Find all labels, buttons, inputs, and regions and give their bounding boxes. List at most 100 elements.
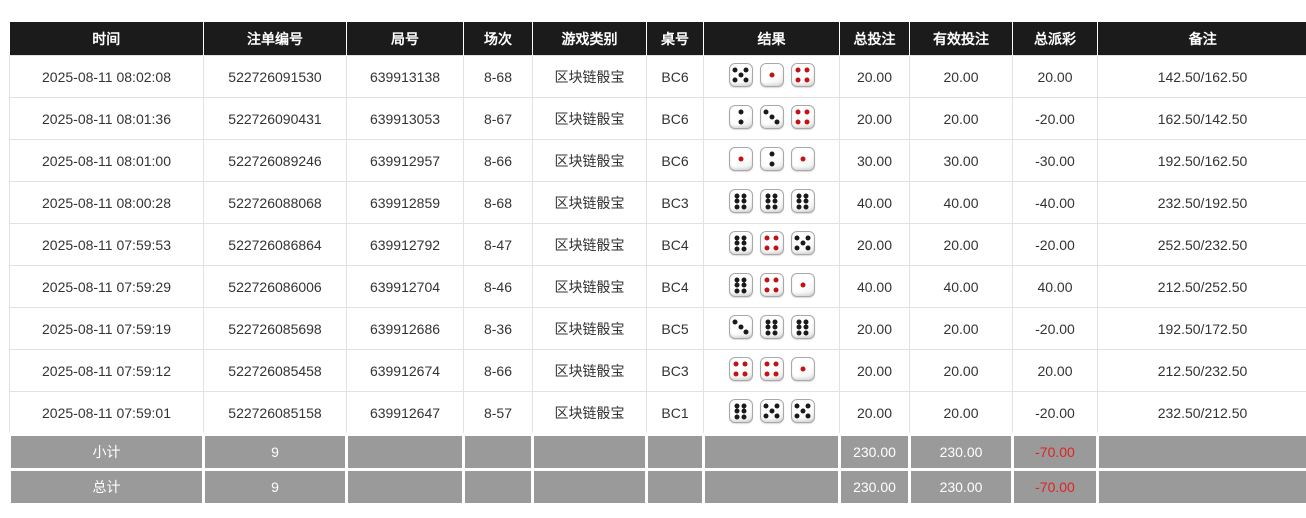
- grand-total-total-payout: -70.00: [1011, 468, 1099, 506]
- cell-valid-bet: 20.00: [909, 349, 1013, 392]
- cell-total-bet: 20.00: [839, 55, 910, 98]
- dice-icon: [790, 357, 815, 381]
- cell-session: 8-46: [463, 265, 533, 308]
- cell-session: 8-57: [463, 391, 533, 435]
- bet-records-table: 时间 注单编号 局号 场次 游戏类别 桌号 结果 总投注 有效投注 总派彩 备注…: [8, 22, 1306, 506]
- cell-total-bet: 30.00: [839, 139, 910, 182]
- dice-result: [728, 63, 815, 87]
- dice-icon: [790, 147, 815, 171]
- table-row: 2025-08-11 07:59:29 522726086006 6399127…: [9, 265, 1306, 308]
- subtotal-label: 小计: [8, 433, 205, 471]
- cell-game-type: 区块链骰宝: [532, 181, 647, 224]
- cell-result: [703, 181, 840, 224]
- cell-result: [703, 391, 840, 435]
- grand-total-empty-cell: [462, 468, 534, 506]
- dice-icon: [728, 357, 753, 381]
- table-row: 2025-08-11 08:01:00 522726089246 6399129…: [9, 139, 1306, 182]
- cell-result: [703, 55, 840, 98]
- cell-total-payout: -20.00: [1012, 223, 1098, 266]
- cell-session: 8-68: [463, 55, 533, 98]
- col-header-game-type: 游戏类别: [532, 22, 647, 56]
- cell-round-id: 639913138: [346, 55, 464, 98]
- col-header-remark: 备注: [1097, 22, 1306, 56]
- cell-bet-id: 522726086006: [203, 265, 347, 308]
- cell-bet-id: 522726085698: [203, 307, 347, 350]
- grand-total-count: 9: [202, 468, 348, 506]
- cell-round-id: 639912674: [346, 349, 464, 392]
- cell-result: [703, 223, 840, 266]
- cell-valid-bet: 20.00: [909, 97, 1013, 140]
- subtotal-count: 9: [202, 433, 348, 471]
- cell-game-type: 区块链骰宝: [532, 139, 647, 182]
- cell-table-no: BC3: [646, 349, 704, 392]
- cell-remark: 232.50/212.50: [1097, 391, 1306, 435]
- col-header-session: 场次: [463, 22, 533, 56]
- cell-table-no: BC4: [646, 223, 704, 266]
- cell-round-id: 639912859: [346, 181, 464, 224]
- dice-result: [728, 273, 815, 297]
- cell-bet-id: 522726090431: [203, 97, 347, 140]
- cell-time: 2025-08-11 08:01:36: [9, 97, 204, 140]
- cell-bet-id: 522726091530: [203, 55, 347, 98]
- cell-total-bet: 20.00: [839, 97, 910, 140]
- cell-remark: 142.50/162.50: [1097, 55, 1306, 98]
- grand-total-total-bet: 230.00: [838, 468, 911, 506]
- cell-valid-bet: 20.00: [909, 307, 1013, 350]
- cell-round-id: 639912686: [346, 307, 464, 350]
- dice-icon: [790, 231, 815, 255]
- dice-icon: [790, 189, 815, 213]
- table-row: 2025-08-11 07:59:53 522726086864 6399127…: [9, 223, 1306, 266]
- dice-icon: [759, 399, 784, 423]
- cell-time: 2025-08-11 07:59:12: [9, 349, 204, 392]
- cell-game-type: 区块链骰宝: [532, 307, 647, 350]
- dice-icon: [728, 315, 753, 339]
- dice-icon: [728, 105, 753, 129]
- cell-time: 2025-08-11 08:02:08: [9, 55, 204, 98]
- dice-icon: [759, 273, 784, 297]
- cell-total-bet: 20.00: [839, 349, 910, 392]
- col-header-table-no: 桌号: [646, 22, 704, 56]
- table-row: 2025-08-11 08:00:28 522726088068 6399128…: [9, 181, 1306, 224]
- grand-total-empty-cell: [531, 468, 648, 506]
- grand-total-valid-bet: 230.00: [908, 468, 1014, 506]
- cell-bet-id: 522726086864: [203, 223, 347, 266]
- dice-icon: [759, 147, 784, 171]
- dice-result: [728, 357, 815, 381]
- cell-total-payout: -20.00: [1012, 307, 1098, 350]
- cell-valid-bet: 20.00: [909, 55, 1013, 98]
- subtotal-empty-cell: [345, 433, 465, 471]
- col-header-round-id: 局号: [346, 22, 464, 56]
- cell-session: 8-36: [463, 307, 533, 350]
- dice-result: [728, 147, 815, 171]
- cell-session: 8-67: [463, 97, 533, 140]
- cell-table-no: BC1: [646, 391, 704, 435]
- dice-result: [728, 315, 815, 339]
- dice-icon: [759, 63, 784, 87]
- cell-time: 2025-08-11 07:59:53: [9, 223, 204, 266]
- subtotal-row: 小计 9 230.00 230.00 -70.00: [8, 433, 1306, 471]
- cell-game-type: 区块链骰宝: [532, 265, 647, 308]
- subtotal-valid-bet: 230.00: [908, 433, 1014, 471]
- cell-remark: 212.50/232.50: [1097, 349, 1306, 392]
- dice-icon: [728, 147, 753, 171]
- grand-total-label: 总计: [8, 468, 205, 506]
- cell-table-no: BC5: [646, 307, 704, 350]
- cell-total-payout: 40.00: [1012, 265, 1098, 308]
- cell-session: 8-47: [463, 223, 533, 266]
- col-header-total-bet: 总投注: [839, 22, 910, 56]
- cell-total-bet: 40.00: [839, 265, 910, 308]
- cell-table-no: BC6: [646, 139, 704, 182]
- subtotal-empty-cell: [702, 433, 841, 471]
- dice-icon: [790, 315, 815, 339]
- cell-total-payout: -20.00: [1012, 97, 1098, 140]
- cell-remark: 252.50/232.50: [1097, 223, 1306, 266]
- dice-icon: [728, 63, 753, 87]
- subtotal-empty-cell: [531, 433, 648, 471]
- dice-icon: [728, 189, 753, 213]
- subtotal-total-payout: -70.00: [1011, 433, 1099, 471]
- table-row: 2025-08-11 08:02:08 522726091530 6399131…: [9, 55, 1306, 98]
- cell-bet-id: 522726089246: [203, 139, 347, 182]
- dice-result: [728, 105, 815, 129]
- cell-bet-id: 522726085158: [203, 391, 347, 435]
